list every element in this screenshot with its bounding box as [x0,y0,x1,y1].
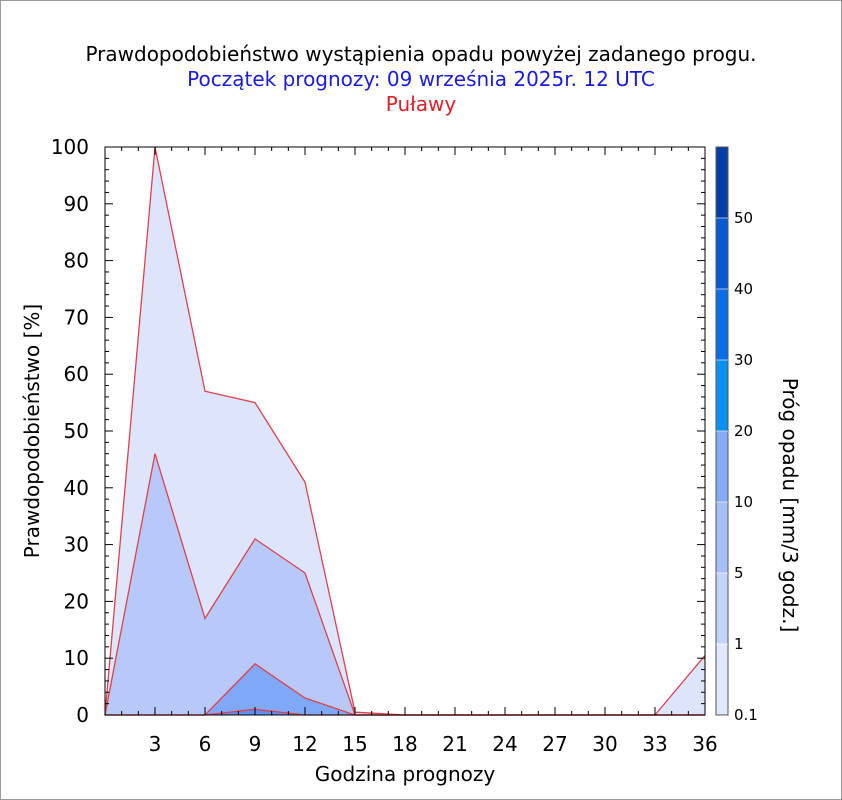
colorbar-segment [716,218,728,289]
location-label: Puławy [385,92,457,116]
y-tick-label: 10 [64,646,89,670]
x-tick-label: 9 [249,732,262,756]
forecast-start-subtitle: Początek prognozy: 09 września 2025r. 12… [187,67,655,91]
y-tick-label: 100 [51,135,89,159]
y-tick-label: 70 [64,305,89,329]
x-tick-label: 36 [692,732,717,756]
probability-areas [105,147,705,715]
x-axis-ticks: 3 6 9 12 15 18 21 24 27 30 33 36 [121,147,718,756]
colorbar-segment [716,502,728,573]
x-tick-label: 27 [542,732,567,756]
colorbar-level-label: 0.1 [734,706,758,724]
x-tick-label: 12 [292,732,317,756]
x-tick-label: 24 [492,732,517,756]
colorbar-label: Próg opadu [mm/3 godz.] [778,378,802,633]
colorbar-segment [716,431,728,502]
x-tick-label: 21 [442,732,467,756]
colorbar-segment [716,573,728,644]
colorbar-segment [716,644,728,715]
colorbar-level-label: 30 [734,351,753,369]
y-tick-label: 20 [64,589,89,613]
x-axis-label: Godzina prognozy [315,762,496,786]
y-tick-label: 90 [64,192,89,216]
y-tick-label: 0 [76,703,89,727]
chart-title: Prawdopodobieństwo wystąpienia opadu pow… [85,42,757,66]
colorbar: 0.1 1 5 10 20 30 40 50 [715,146,758,724]
y-tick-label: 40 [64,476,89,500]
colorbar-segment [716,289,728,360]
y-tick-label: 80 [64,249,89,273]
colorbar-level-label: 5 [734,564,744,582]
x-tick-label: 30 [592,732,617,756]
area-threshold-1 [105,453,705,715]
colorbar-level-label: 40 [734,280,753,298]
colorbar-level-label: 1 [734,635,744,653]
y-tick-label: 30 [64,533,89,557]
x-tick-label: 6 [199,732,212,756]
colorbar-segment [716,147,728,218]
area-threshold-5 [105,663,705,715]
colorbar-segment [716,360,728,431]
x-tick-label: 15 [342,732,367,756]
colorbar-level-label: 50 [734,209,753,227]
y-tick-label: 60 [64,362,89,386]
y-tick-label: 50 [64,419,89,443]
x-tick-label: 3 [149,732,162,756]
colorbar-level-label: 20 [734,422,753,440]
x-tick-label: 33 [642,732,667,756]
y-axis-ticks: 0 10 20 30 40 50 60 70 80 90 100 [51,135,705,727]
x-tick-label: 18 [392,732,417,756]
colorbar-level-label: 10 [734,493,753,511]
y-axis-label: Prawdopodobieństwo [%] [20,304,44,558]
